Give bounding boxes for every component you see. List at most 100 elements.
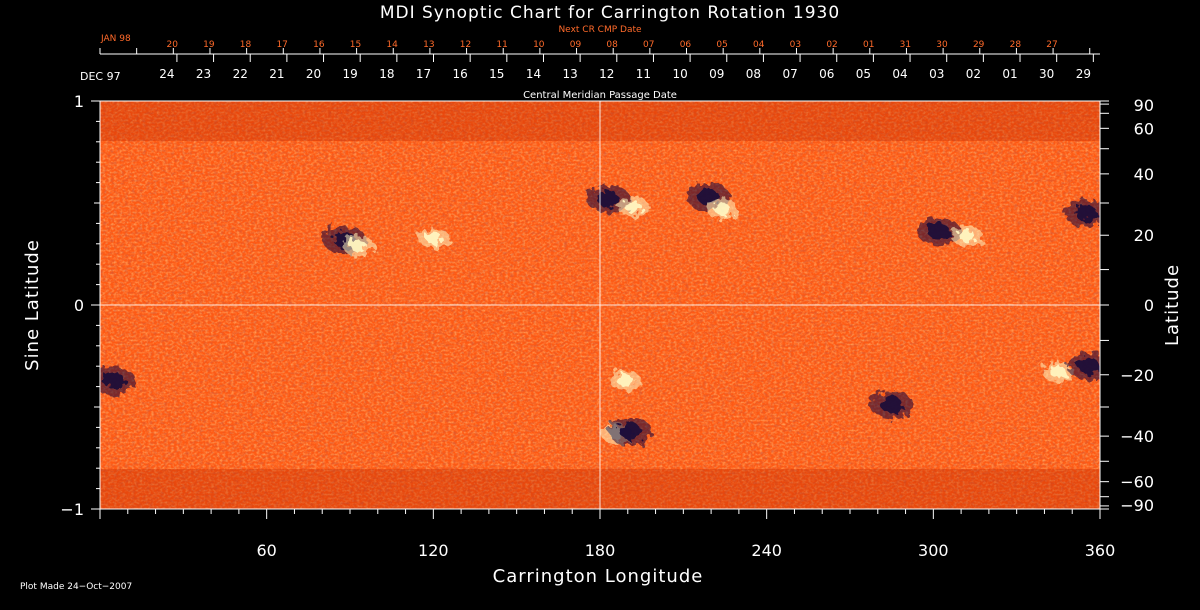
cmp-day-label: 05: [856, 67, 871, 81]
next-cr-day-label: 28: [1010, 40, 1022, 50]
positive-polarity-region: [609, 370, 641, 391]
positive-polarity-region: [950, 225, 983, 246]
negative-polarity-region: [916, 217, 961, 246]
cmp-day-label: 21: [269, 67, 284, 81]
next-cr-ticks: [99, 48, 1091, 54]
right-y-tick-label: 60: [1134, 119, 1154, 138]
positive-polarity-region: [342, 235, 375, 256]
right-y-tick-label: −20: [1120, 366, 1154, 385]
cmp-day-label: 20: [306, 67, 321, 81]
cmp-day-label: 19: [343, 67, 358, 81]
next-cr-day-label: 01: [863, 40, 874, 50]
cmp-day-label: 02: [966, 67, 981, 81]
next-cr-day-label: 12: [460, 40, 471, 50]
cmp-day-label: 30: [1039, 67, 1054, 81]
active-regions: [100, 182, 1100, 446]
next-cr-day-label: 18: [240, 40, 252, 50]
cmp-day-label: 06: [819, 67, 834, 81]
positive-polarity-region: [706, 199, 739, 220]
next-cr-day-label: 31: [900, 40, 911, 50]
top-axis-start-label: DEC 97: [80, 70, 121, 83]
right-y-ticks: [1100, 100, 1109, 510]
chart-title: MDI Synoptic Chart for Carrington Rotati…: [380, 3, 840, 23]
next-cr-day-label: 04: [753, 40, 765, 50]
cmp-day-label: 12: [599, 67, 614, 81]
right-y-axis-title: Latitude: [1162, 264, 1183, 346]
cmp-day-label: 24: [159, 67, 174, 81]
x-axis-tick-labels: 60 120 180 240 300 360: [256, 541, 1115, 560]
cmp-day-labels: 24 23 22 21 20 19 18 17 16 15 14 13 12 11 10 09 08 07 06 05…: [159, 67, 1091, 81]
top-axis-title: Central Meridian Passage Date: [523, 90, 677, 101]
x-axis-title: Carrington Longitude: [493, 566, 704, 587]
right-y-tick-label: 40: [1134, 165, 1154, 184]
next-cr-day-label: 16: [313, 40, 325, 50]
cmp-day-label: 03: [929, 67, 944, 81]
left-y-tick-label: 1: [74, 92, 84, 111]
next-cr-day-label: 19: [203, 40, 215, 50]
cmp-day-label: 15: [489, 67, 504, 81]
positive-polarity-region: [417, 227, 450, 248]
cmp-day-label: 16: [453, 67, 468, 81]
right-y-tick-label: −40: [1120, 427, 1154, 446]
next-cr-day-label: 13: [423, 40, 434, 50]
next-cr-day-label: 14: [386, 40, 398, 50]
cmp-day-label: 07: [782, 67, 797, 81]
left-y-tick-label: 0: [74, 296, 84, 315]
positive-polarity-region: [617, 197, 650, 218]
cmp-day-label: 17: [416, 67, 431, 81]
next-cr-day-label: 10: [533, 40, 545, 50]
x-tick-label: 360: [1085, 541, 1116, 560]
cmp-day-label: 01: [1002, 67, 1017, 81]
next-cr-day-label: 06: [680, 40, 692, 50]
cmp-day-label: 18: [379, 67, 394, 81]
next-cr-day-label: 05: [716, 40, 727, 50]
cmp-day-label: 04: [892, 67, 907, 81]
x-tick-label: 120: [418, 541, 449, 560]
cmp-day-label: 14: [526, 67, 541, 81]
plot-made-note: Plot Made 24−Oct−2007: [20, 582, 132, 592]
right-y-tick-labels: 90 60 40 20 0 −20 −40 −60 −90: [1120, 96, 1154, 515]
negative-polarity-region: [100, 366, 136, 395]
cmp-day-label: 23: [196, 67, 211, 81]
next-cr-day-labels: 20 19 18 17 16 15 14 13 12 11 10 09 08 07 06 05 04 03 02 01…: [166, 40, 1057, 50]
x-tick-label: 180: [585, 541, 616, 560]
next-cr-day-label: 27: [1046, 40, 1057, 50]
left-y-ticks: [91, 100, 100, 510]
next-cr-day-label: 20: [166, 40, 178, 50]
left-y-tick-labels: 1 0 −1: [60, 92, 84, 519]
negative-polarity-region: [608, 417, 653, 446]
next-cr-day-label: 29: [973, 40, 985, 50]
next-cr-day-label: 17: [276, 40, 287, 50]
cmp-day-label: 22: [233, 67, 248, 81]
right-y-tick-label: −90: [1120, 496, 1154, 515]
cmp-day-label: 09: [709, 67, 724, 81]
negative-polarity-region: [1064, 199, 1100, 228]
x-axis-ticks: [99, 509, 1101, 519]
left-y-tick-label: −1: [60, 500, 84, 519]
x-tick-label: 300: [918, 541, 949, 560]
next-cr-day-label: 15: [350, 40, 361, 50]
next-cr-day-label: 08: [606, 40, 618, 50]
next-cr-day-label: 07: [643, 40, 654, 50]
next-cr-day-label: 11: [496, 40, 507, 50]
right-y-tick-label: 20: [1134, 226, 1154, 245]
cmp-ticks: [176, 54, 1094, 62]
negative-polarity-region: [869, 390, 914, 419]
positive-polarity-region: [1042, 362, 1075, 383]
next-cr-day-label: 03: [790, 40, 801, 50]
negative-polarity-region: [1066, 352, 1100, 381]
next-cr-day-label: 30: [936, 40, 948, 50]
next-cr-start-label: JAN 98: [100, 34, 131, 44]
cmp-day-label: 13: [562, 67, 577, 81]
next-cr-day-label: 02: [826, 40, 837, 50]
cmp-day-label: 08: [746, 67, 761, 81]
cmp-day-label: 29: [1076, 67, 1091, 81]
cmp-day-label: 10: [672, 67, 687, 81]
right-y-tick-label: 90: [1134, 96, 1154, 115]
x-tick-label: 60: [256, 541, 276, 560]
x-tick-label: 240: [751, 541, 782, 560]
next-cr-title: Next CR CMP Date: [558, 25, 642, 35]
left-y-axis-title: Sine Latitude: [22, 239, 43, 371]
next-cr-day-label: 09: [570, 40, 582, 50]
